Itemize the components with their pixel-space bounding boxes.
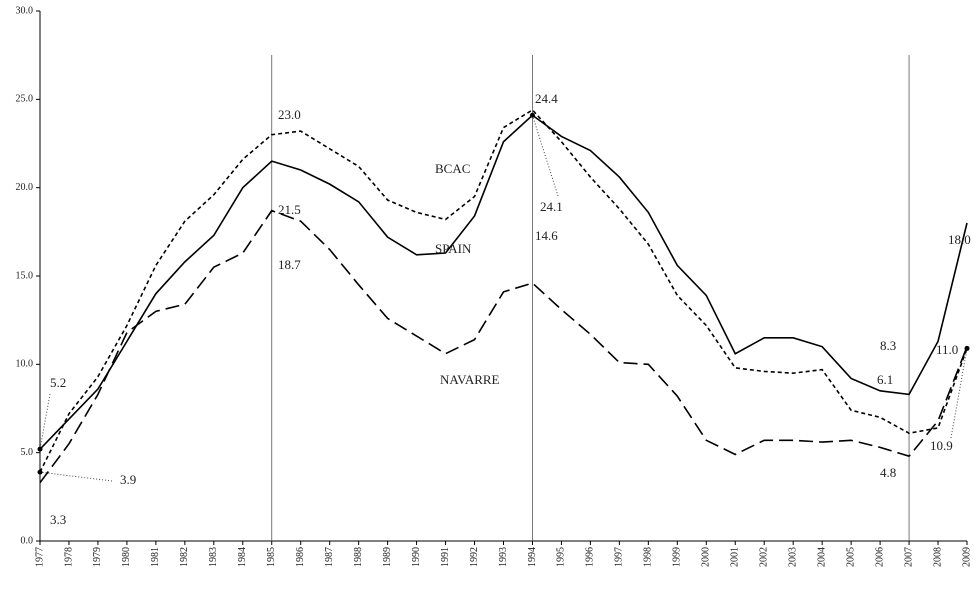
x-tick-label: 1983 <box>208 547 219 567</box>
data-label: 10.9 <box>930 438 953 453</box>
x-tick-label: 1993 <box>498 547 509 567</box>
x-tick-label: 1997 <box>614 547 625 567</box>
data-label: 18.0 <box>948 232 971 247</box>
x-tick-label: 2008 <box>932 547 943 567</box>
x-tick-label: 1981 <box>150 547 161 567</box>
data-label: 21.5 <box>278 202 301 217</box>
y-tick-label: 15.0 <box>16 270 34 281</box>
x-tick-label: 2006 <box>874 547 885 567</box>
data-label: 24.1 <box>540 199 563 214</box>
y-tick-label: 25.0 <box>16 94 34 105</box>
series-label: SPAIN <box>435 241 472 256</box>
y-tick-label: 0.0 <box>21 535 34 546</box>
x-tick-label: 1992 <box>469 547 480 567</box>
x-tick-label: 1998 <box>643 547 654 567</box>
y-tick-label: 30.0 <box>16 5 34 16</box>
leader-line <box>39 393 51 450</box>
x-tick-label: 1980 <box>121 547 132 567</box>
series-line <box>39 108 968 473</box>
x-tick-label: 2009 <box>961 547 972 567</box>
data-label: 24.4 <box>535 91 558 106</box>
x-tick-label: 1989 <box>382 547 393 567</box>
data-label: 3.3 <box>50 512 66 527</box>
series-line <box>39 209 968 484</box>
x-tick-label: 2002 <box>759 547 770 567</box>
leader-line <box>39 471 113 482</box>
data-label: 4.8 <box>880 465 896 480</box>
leader-arrow <box>37 469 43 475</box>
data-label: 5.2 <box>50 375 66 390</box>
x-tick-label: 2003 <box>787 547 798 567</box>
data-label: 18.7 <box>278 257 301 272</box>
x-tick-label: 1990 <box>411 547 422 567</box>
y-tick-label: 5.0 <box>21 447 34 458</box>
y-tick-label: 10.0 <box>16 359 34 370</box>
x-tick-label: 1984 <box>237 547 248 567</box>
x-tick-label: 1982 <box>179 547 190 567</box>
x-tick-label: 2004 <box>816 547 827 567</box>
x-tick-label: 2005 <box>845 547 856 567</box>
data-label: 8.3 <box>880 338 896 353</box>
x-tick-label: 1977 <box>34 547 45 567</box>
x-tick-label: 1999 <box>672 547 683 567</box>
leader-arrow <box>37 446 43 452</box>
leader-line <box>531 115 559 197</box>
x-tick-label: 1985 <box>266 547 277 567</box>
x-tick-label: 1987 <box>324 547 335 567</box>
x-tick-label: 1978 <box>63 547 74 567</box>
x-tick-label: 1979 <box>92 547 103 567</box>
x-tick-label: 2001 <box>730 547 741 567</box>
series-label: BCAC <box>435 161 470 176</box>
series-line <box>39 114 968 450</box>
x-tick-label: 2000 <box>701 547 712 567</box>
leader-line <box>950 348 968 439</box>
data-label: 3.9 <box>120 472 136 487</box>
series-label: NAVARRE <box>440 372 500 387</box>
data-label: 6.1 <box>877 372 893 387</box>
y-tick-label: 20.0 <box>16 182 34 193</box>
data-label: 14.6 <box>535 228 558 243</box>
x-tick-label: 1994 <box>527 547 538 567</box>
x-tick-label: 1996 <box>585 547 596 567</box>
leader-arrow <box>529 112 535 118</box>
data-label: 23.0 <box>278 107 301 122</box>
x-tick-label: 1988 <box>353 547 364 567</box>
leader-arrow <box>964 345 970 351</box>
x-tick-label: 1986 <box>295 547 306 567</box>
data-label: 11.0 <box>936 342 958 357</box>
x-tick-label: 1995 <box>556 547 567 567</box>
x-tick-label: 2007 <box>903 547 914 567</box>
x-tick-label: 1991 <box>440 547 451 567</box>
